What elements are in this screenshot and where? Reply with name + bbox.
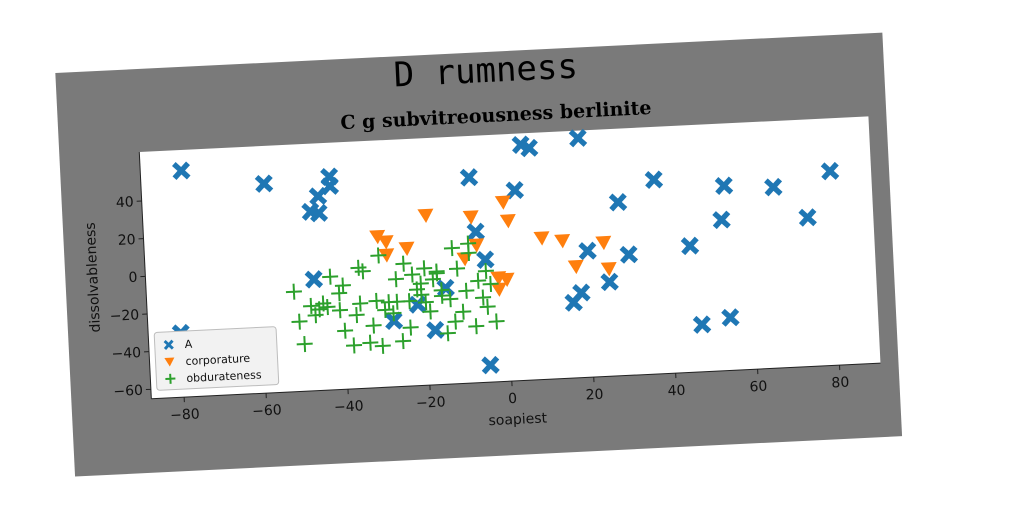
- y-tick-label: −20: [109, 307, 139, 324]
- legend: Acorporatureobdurateness: [154, 327, 279, 391]
- x-tick-label: −20: [416, 394, 446, 411]
- y-tick-label: −60: [113, 383, 143, 400]
- x-tick-label: 0: [508, 391, 518, 407]
- legend-label: A: [184, 338, 193, 351]
- x-axis-label: soapiest: [488, 410, 548, 429]
- x-tick-label: 60: [749, 379, 768, 396]
- x-tick-label: −80: [170, 406, 200, 423]
- y-tick-label: 0: [128, 270, 138, 286]
- y-tick-label: 40: [116, 194, 135, 211]
- x-tick-label: −60: [252, 402, 282, 419]
- x-tick-label: −40: [334, 398, 364, 415]
- x-tick-label: 20: [585, 387, 604, 404]
- y-tick-label: 20: [117, 232, 136, 249]
- y-tick-label: −40: [111, 345, 141, 362]
- x-tick-label: 80: [831, 375, 850, 392]
- x-tick-label: 40: [667, 383, 686, 400]
